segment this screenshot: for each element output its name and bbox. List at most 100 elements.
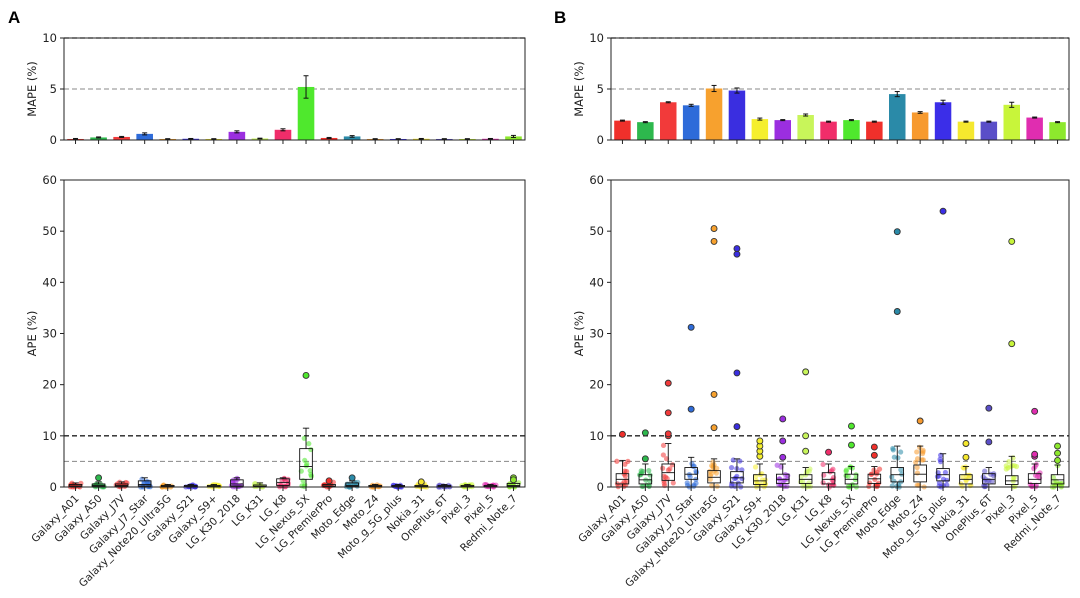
outlier-Galaxy_J7_Star-0 xyxy=(687,405,695,413)
bar-Galaxy_J7_Star xyxy=(136,133,153,140)
y-axis-title: MAPE (%) xyxy=(25,61,39,117)
data-point-Moto_Edge xyxy=(899,471,905,477)
data-point-Galaxy_J7V xyxy=(660,465,666,471)
outlier-Pixel_5-2 xyxy=(1031,407,1039,415)
outlier-LG_K31-0 xyxy=(802,447,810,455)
data-point-Moto_Z4 xyxy=(920,447,926,453)
bar-Moto_g_5G_plus xyxy=(934,102,952,140)
data-point-Moto_Edge xyxy=(895,455,901,461)
outlier-Galaxy_A01-0 xyxy=(619,430,626,438)
bar-Galaxy_J7_Star xyxy=(682,105,700,140)
outlier-Nokia_31-0 xyxy=(417,478,425,486)
y-tick-label: 40 xyxy=(589,275,604,289)
outlier-Redmi_Note_7-2 xyxy=(1054,442,1062,450)
outlier-OnePlus_6T-1 xyxy=(985,404,993,412)
y-tick-label: 0 xyxy=(597,133,604,147)
outlier-Moto_Edge-0 xyxy=(893,308,901,315)
y-tick-label: 10 xyxy=(42,429,57,443)
y-tick-label: 5 xyxy=(50,82,57,96)
bar-Galaxy_J7V xyxy=(660,102,677,140)
data-point-LG_K31 xyxy=(799,478,806,485)
y-tick-label: 5 xyxy=(597,82,604,96)
y-tick-label: 0 xyxy=(597,480,604,494)
box-Galaxy_S9+ xyxy=(753,474,767,485)
data-point-Galaxy_S21 xyxy=(737,458,743,464)
bar-Moto_Edge xyxy=(343,136,361,140)
bar-Moto_Z4 xyxy=(911,112,929,140)
data-point-OnePlus_6T xyxy=(982,468,988,474)
data-point-Moto_g_5G_plus xyxy=(942,469,949,476)
bar-Moto_Edge xyxy=(889,94,906,140)
data-point-Moto_Z4 xyxy=(914,449,920,455)
data-point-Moto_Z4 xyxy=(914,456,921,462)
data-point-Moto_Z4 xyxy=(914,470,921,476)
outlier-Galaxy_A50-0 xyxy=(641,455,649,463)
data-point-LG_PremierPro xyxy=(876,466,883,472)
data-point-LG_Nexus_5X xyxy=(301,435,307,441)
outlier-LG_K31-1 xyxy=(802,432,810,440)
bar-Galaxy_A50 xyxy=(90,137,107,140)
outlier-Galaxy_Note20_Ultra5G-3 xyxy=(710,225,718,233)
data-point-Galaxy_A01 xyxy=(614,458,620,464)
box-Galaxy_S21 xyxy=(730,471,744,484)
plot-frame xyxy=(63,179,526,488)
outlier-Galaxy_Note20_Ultra5G-0 xyxy=(710,424,718,432)
data-point-Galaxy_S9+ xyxy=(762,477,768,483)
data-point-Galaxy_J7_Star xyxy=(691,482,697,488)
box-LG_K30_2018 xyxy=(776,473,790,484)
data-point-Galaxy_Note20_Ultra5G xyxy=(710,463,716,469)
data-point-Redmi_Note_7 xyxy=(1050,474,1057,481)
plot-frame xyxy=(610,179,1070,488)
outlier-LG_K30_2018-2 xyxy=(779,415,787,423)
box-Galaxy_J7_Star xyxy=(137,480,152,487)
outlier-Moto_Z4-0 xyxy=(916,417,924,425)
outlier-Galaxy_A50-0 xyxy=(95,474,103,482)
panel-b-mape-bar-chart: 0 5 10 MAPE (%) xyxy=(572,31,1070,147)
data-point-Galaxy_J7V xyxy=(669,462,676,468)
data-point-LG_Nexus_5X xyxy=(308,473,315,479)
data-point-Galaxy_A50 xyxy=(640,483,646,489)
data-point-Moto_Z4 xyxy=(914,464,920,471)
data-point-Galaxy_S21 xyxy=(739,475,745,482)
data-point-Galaxy_J7_Star xyxy=(689,460,695,467)
data-point-LG_PremierPro xyxy=(872,483,878,489)
data-point-Moto_Z4 xyxy=(920,457,926,463)
box-LG_PremierPro xyxy=(322,483,336,487)
outlier-Nokia_31-0 xyxy=(962,453,970,461)
box-LG_K30_2018 xyxy=(230,479,244,487)
data-point-Galaxy_J7_Star xyxy=(684,480,690,486)
data-point-Redmi_Note_7 xyxy=(516,480,522,486)
bar-Nokia_31 xyxy=(957,121,975,140)
y-axis-title: MAPE (%) xyxy=(572,61,586,117)
data-point-Nokia_31 xyxy=(966,472,972,479)
y-tick-label: 50 xyxy=(42,224,57,238)
outlier-Galaxy_S21-1 xyxy=(733,369,741,377)
y-tick-label: 30 xyxy=(589,327,604,341)
outlier-Pixel_3-1 xyxy=(1008,237,1016,245)
panel-label-b: B xyxy=(554,8,566,27)
y-tick-label: 50 xyxy=(589,224,604,238)
data-point-LG_K8 xyxy=(281,475,287,481)
bar-Galaxy_S9+ xyxy=(751,119,769,140)
outlier-LG_K30_2018-0 xyxy=(779,453,787,461)
y-tick-label: 10 xyxy=(589,31,604,45)
y-tick-label: 30 xyxy=(42,327,57,341)
data-point-Moto_g_5G_plus xyxy=(937,459,944,465)
outlier-LG_K31-2 xyxy=(802,368,810,376)
bar-LG_K30_2018 xyxy=(774,120,791,140)
data-point-Galaxy_J7V xyxy=(667,466,673,472)
data-point-LG_Nexus_5X xyxy=(307,468,313,474)
y-tick-label: 60 xyxy=(42,173,57,187)
outlier-Galaxy_J7_Star-1 xyxy=(687,323,695,331)
data-point-LG_K30_2018 xyxy=(776,481,782,488)
data-point-Galaxy_J7V xyxy=(670,480,676,486)
data-point-Galaxy_Note20_Ultra5G xyxy=(714,483,720,489)
data-point-Moto_g_5G_plus xyxy=(944,477,950,483)
data-point-Galaxy_Note20_Ultra5G xyxy=(707,476,713,482)
outlier-LG_Nexus_5X-0 xyxy=(302,372,310,379)
data-point-Pixel_3 xyxy=(1003,466,1009,472)
data-point-Galaxy_Note20_Ultra5G xyxy=(708,471,714,477)
y-tick-label: 10 xyxy=(589,429,604,443)
outlier-Redmi_Note_7-1 xyxy=(1054,449,1062,457)
